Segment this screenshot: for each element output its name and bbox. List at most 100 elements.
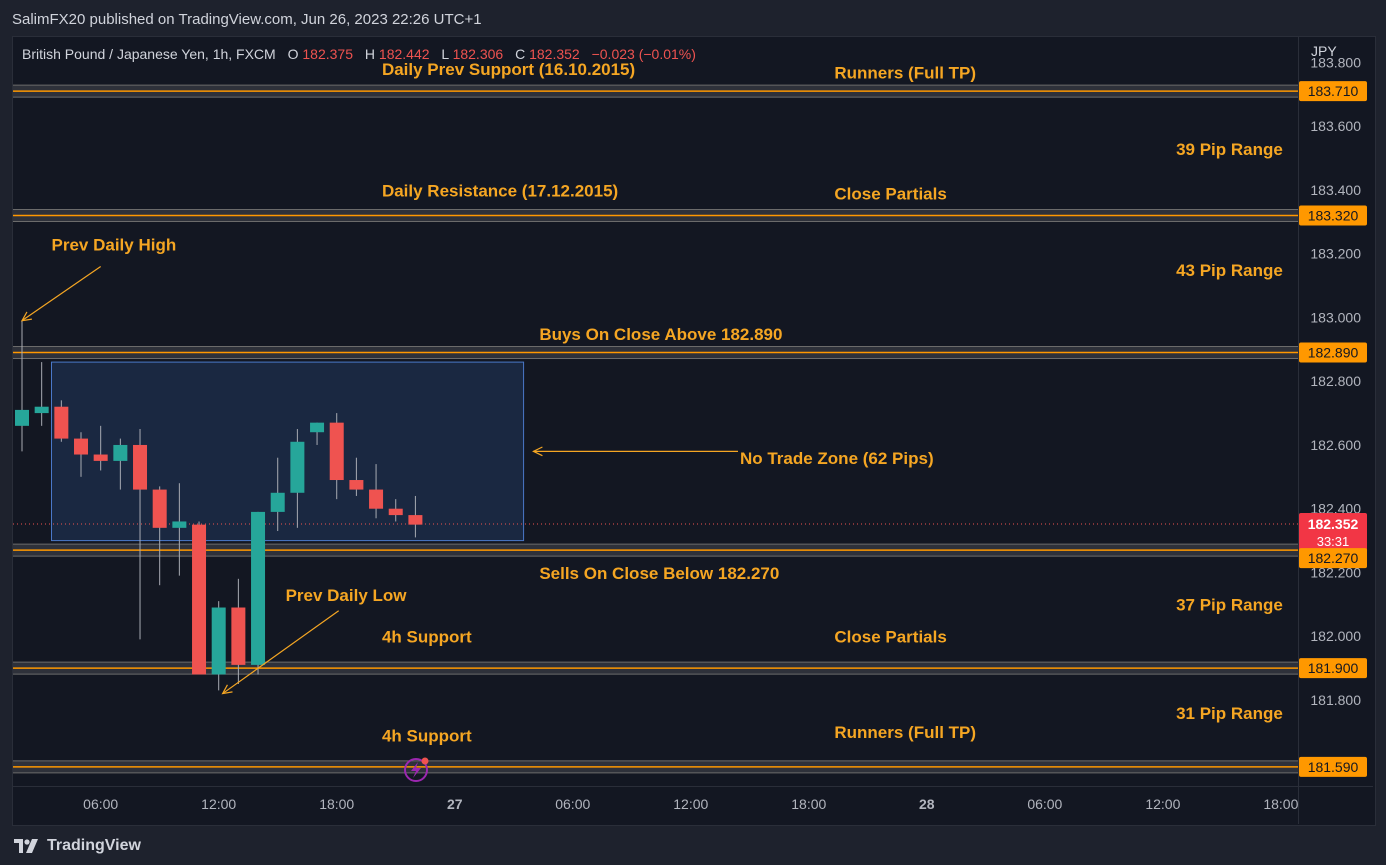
annotation-label[interactable]: Prev Daily Low xyxy=(286,586,408,605)
publisher-text: SalimFX20 published on TradingView.com, … xyxy=(12,11,482,28)
chart-canvas[interactable]: Daily Prev Support (16.10.2015) Runners (… xyxy=(0,0,1386,826)
open-label: O xyxy=(288,46,299,62)
x-tick-label: 06:00 xyxy=(1027,796,1062,812)
candle-18[interactable] xyxy=(369,464,384,519)
symbol-name: British Pound / Japanese Yen, 1h, FXCM xyxy=(22,46,276,62)
y-tick-label: 183.200 xyxy=(1310,246,1361,262)
brand-label: TradingView xyxy=(47,837,141,854)
tradingview-brand[interactable]: TradingView xyxy=(14,836,141,856)
annotation-label[interactable]: 31 Pip Range xyxy=(1176,704,1283,723)
candle-body xyxy=(15,409,29,426)
annotation-label[interactable]: No Trade Zone (62 Pips) xyxy=(740,449,934,468)
svg-text:British Pound / Japanese Yen,: British Pound / Japanese Yen, 1h, FXCM O… xyxy=(22,46,696,62)
annotation-label[interactable]: Daily Resistance (17.12.2015) xyxy=(382,181,618,200)
symbol-header: British Pound / Japanese Yen, 1h, FXCM O… xyxy=(22,46,696,62)
candle-body xyxy=(34,406,49,414)
candle-6[interactable] xyxy=(133,429,148,640)
svg-text:183.320: 183.320 xyxy=(1308,207,1359,223)
x-tick-label: 06:00 xyxy=(83,796,118,812)
level-line-5[interactable] xyxy=(13,760,1298,774)
candle-body xyxy=(54,406,69,439)
y-tick-label: 183.800 xyxy=(1310,54,1361,70)
annotation-label[interactable]: 37 Pip Range xyxy=(1176,596,1283,615)
x-tick-label: 12:00 xyxy=(1145,796,1180,812)
annotation-label[interactable]: Buys On Close Above 182.890 xyxy=(539,325,782,344)
candle-19[interactable] xyxy=(388,499,403,522)
level-line-2[interactable] xyxy=(13,346,1298,360)
y-tick-label: 182.400 xyxy=(1310,501,1361,517)
low-value: 182.306 xyxy=(453,46,504,62)
current-price-value: 182.352 xyxy=(1308,516,1359,532)
candle-13[interactable] xyxy=(270,457,285,532)
no-trade-zone-arrow[interactable] xyxy=(532,446,738,457)
svg-text:181.900: 181.900 xyxy=(1308,660,1359,676)
annotation-label[interactable]: 4h Support xyxy=(382,628,472,647)
level-price-tag-front: 182.270 xyxy=(1299,548,1367,569)
candle-15[interactable] xyxy=(310,422,325,445)
candle-14[interactable] xyxy=(290,429,305,528)
candle-body xyxy=(133,444,148,490)
candle-17[interactable] xyxy=(349,457,364,496)
y-tick-label: 182.600 xyxy=(1310,437,1361,453)
annotation-label[interactable]: Runners (Full TP) xyxy=(834,63,976,82)
level-line-3[interactable] xyxy=(13,543,1298,557)
level-line-0[interactable] xyxy=(13,84,1298,98)
candle-body xyxy=(113,444,128,461)
annotation-label[interactable]: 4h Support xyxy=(382,726,472,745)
candle-3[interactable] xyxy=(74,432,89,477)
svg-text:181.590: 181.590 xyxy=(1308,759,1359,775)
candle-10[interactable] xyxy=(211,601,226,691)
candle-4[interactable] xyxy=(93,425,108,471)
x-tick-label: 18:00 xyxy=(791,796,826,812)
level-line-4[interactable] xyxy=(13,661,1298,675)
candle-body xyxy=(74,438,89,455)
candle-2[interactable] xyxy=(54,400,69,442)
no-trade-zone-box xyxy=(51,361,525,542)
x-tick-label: 12:00 xyxy=(201,796,236,812)
candle-body xyxy=(152,489,167,528)
y-tick-label: 182.800 xyxy=(1310,373,1361,389)
annotation-label[interactable]: Daily Prev Support (16.10.2015) xyxy=(382,60,635,79)
x-tick-label: 28 xyxy=(919,796,935,812)
footer-bar: TradingView xyxy=(0,826,1386,865)
axis-divider xyxy=(13,37,1373,824)
annotation-label[interactable]: Sells On Close Below 182.270 xyxy=(539,564,779,583)
y-tick-label: 182.000 xyxy=(1310,628,1361,644)
candle-5[interactable] xyxy=(113,438,128,490)
annotation-label[interactable]: Close Partials xyxy=(834,628,946,647)
candle-body xyxy=(290,441,305,493)
annotation-label[interactable]: Close Partials xyxy=(834,185,946,204)
candle-7[interactable] xyxy=(152,486,167,586)
svg-text:183.710: 183.710 xyxy=(1308,83,1359,99)
prev-daily-low-arrow[interactable] xyxy=(221,610,340,695)
candle-12[interactable] xyxy=(251,511,266,675)
annotation-label[interactable]: 39 Pip Range xyxy=(1176,140,1283,159)
y-tick-label: 182.200 xyxy=(1310,564,1361,580)
candle-8[interactable] xyxy=(172,483,187,576)
candle-9[interactable] xyxy=(192,521,207,675)
replay-lightning-icon[interactable] xyxy=(404,757,429,782)
y-tick-label: 183.000 xyxy=(1310,309,1361,325)
prev-daily-high-arrow[interactable] xyxy=(20,265,102,322)
candle-16[interactable] xyxy=(329,413,344,500)
x-tick-label: 18:00 xyxy=(319,796,354,812)
candle-body xyxy=(211,607,226,675)
current-price-tag: 182.352 33:31 xyxy=(1299,513,1367,552)
level-price-tag: 182.890 xyxy=(1299,342,1367,363)
annotation-label[interactable]: Runners (Full TP) xyxy=(834,723,976,742)
currency-label: JPY xyxy=(1311,43,1337,59)
high-value: 182.442 xyxy=(379,46,430,62)
x-tick-label: 06:00 xyxy=(555,796,590,812)
y-tick-label: 183.400 xyxy=(1310,182,1361,198)
candle-body xyxy=(310,422,325,433)
change-value: −0.023 (−0.01%) xyxy=(592,46,696,62)
candle-11[interactable] xyxy=(231,578,246,685)
open-value: 182.375 xyxy=(302,46,353,62)
candle-1[interactable] xyxy=(34,362,49,426)
annotation-label[interactable]: 43 Pip Range xyxy=(1176,261,1283,280)
candle-body xyxy=(192,524,207,675)
annotation-label[interactable]: Prev Daily High xyxy=(52,236,177,255)
level-line-1[interactable] xyxy=(13,208,1298,222)
candle-20[interactable] xyxy=(408,495,423,538)
candle-0[interactable] xyxy=(15,320,29,452)
